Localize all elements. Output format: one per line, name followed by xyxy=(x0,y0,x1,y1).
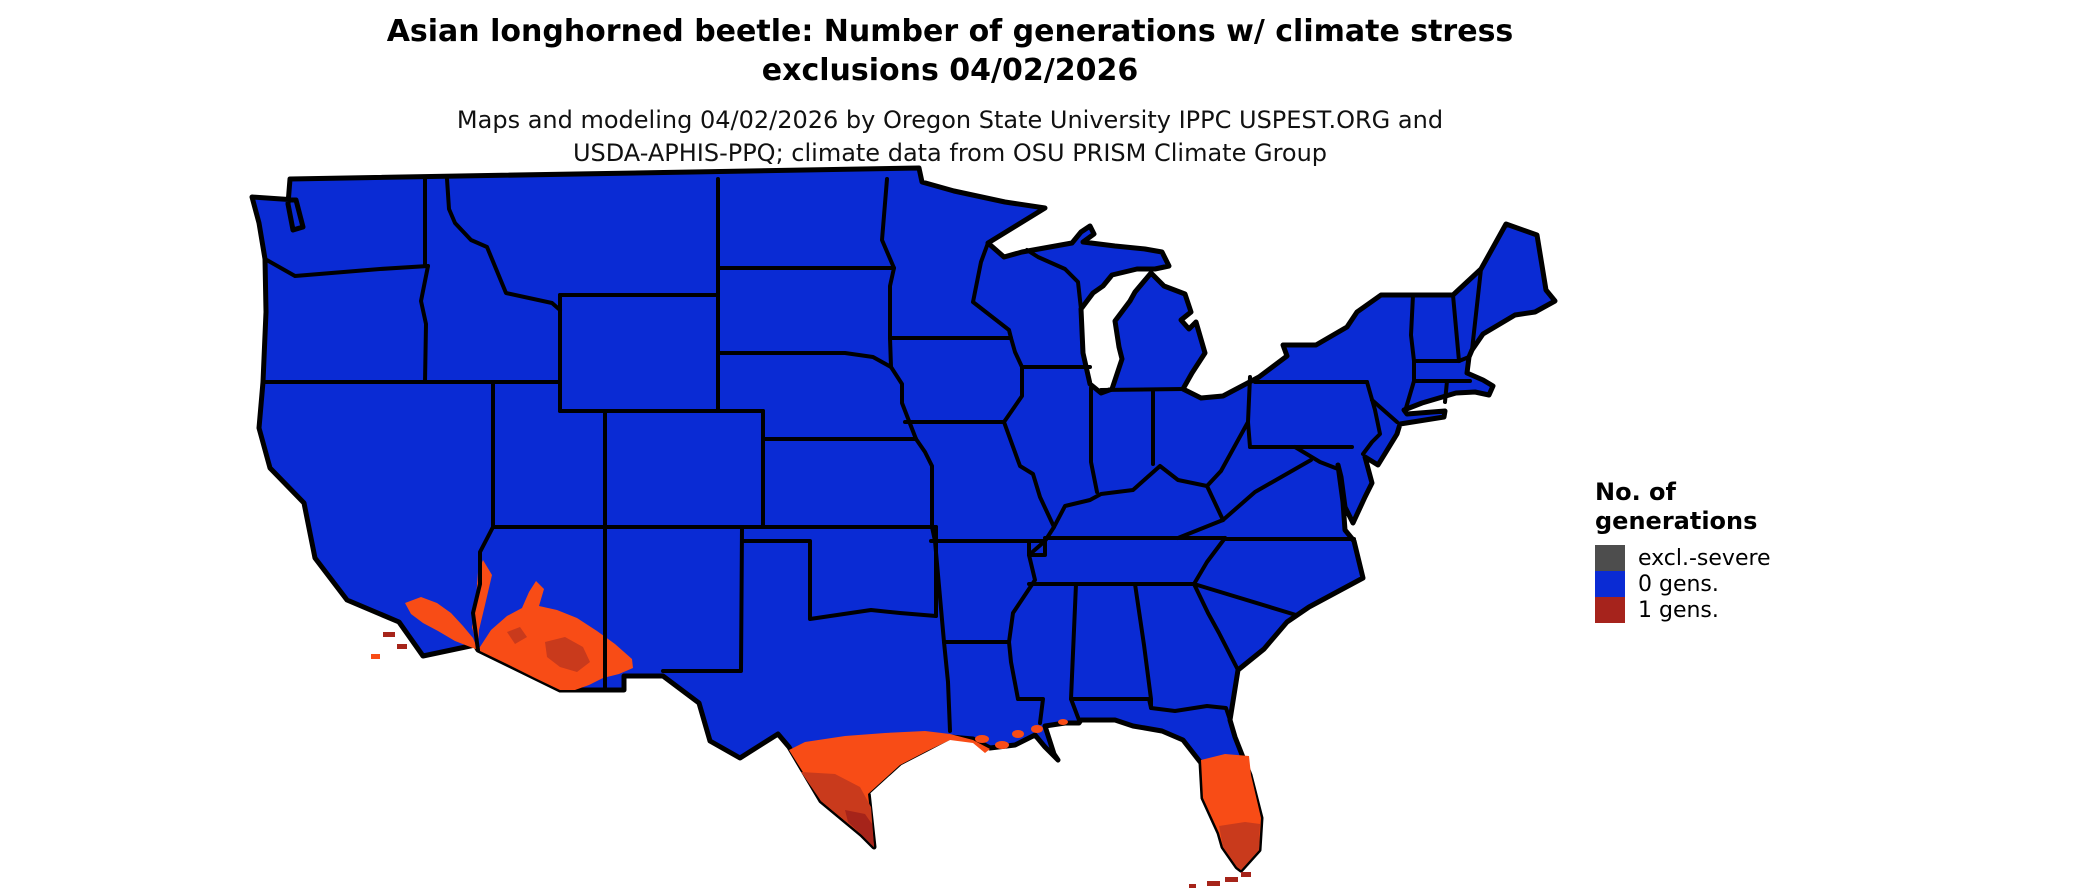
border-missouri-river-ne xyxy=(888,336,918,441)
border-mo-bootheel xyxy=(1027,539,1047,557)
map-legend: No. of generations excl.-severe 0 gens. … xyxy=(1595,478,1895,623)
border-nc-sc xyxy=(1192,582,1298,617)
louisiana-coast-speck-1 xyxy=(975,735,989,743)
border-oh-pa-wv xyxy=(1246,375,1252,449)
us-generations-map xyxy=(245,162,1560,888)
legend-title-line-1: No. of xyxy=(1595,478,1676,506)
florida-keys-speck-2 xyxy=(1225,877,1238,882)
arizona-1gen-dark-patch xyxy=(545,637,590,672)
border-mississippi-river xyxy=(1002,336,1056,701)
florida-1gen-dark-region xyxy=(1219,822,1260,870)
border-ct-ri xyxy=(1443,379,1449,404)
texas-1gen-dark-tip xyxy=(845,810,874,847)
florida-keys-speck-3 xyxy=(1241,872,1251,877)
louisiana-coast-speck-5 xyxy=(1058,719,1068,725)
border-nj-ny xyxy=(1370,398,1399,424)
legend-swatch-excl-severe xyxy=(1595,545,1625,571)
southwest-1gen-region xyxy=(478,581,633,690)
border-red-river-mn xyxy=(880,177,896,340)
us-landmass xyxy=(249,165,1558,873)
socal-coast-1gen-region xyxy=(405,597,478,650)
border-nh-ma xyxy=(1457,355,1471,363)
louisiana-coast-speck-2 xyxy=(995,741,1009,749)
one-generation-regions xyxy=(371,560,1261,888)
border-id-mt xyxy=(445,177,562,312)
border-vt-nh xyxy=(1451,293,1461,363)
colorado-river-1gen-strip xyxy=(472,560,492,650)
border-me-nh xyxy=(1470,267,1483,352)
border-md-potomac xyxy=(1293,445,1340,471)
border-wv-va xyxy=(1221,458,1313,522)
us-map-svg xyxy=(249,165,1558,888)
border-sd-ne xyxy=(716,351,893,369)
legend-item-1-gens: 1 gens. xyxy=(1595,597,1895,623)
border-colorado-river xyxy=(471,525,495,652)
channel-island-speck-3 xyxy=(371,654,380,659)
border-il-in xyxy=(1089,386,1099,494)
page-title: Asian longhorned beetle: Number of gener… xyxy=(0,12,1900,90)
legend-item-excl-severe: excl.-severe xyxy=(1595,545,1895,571)
border-mi-south xyxy=(1099,387,1185,392)
page-subtitle: Maps and modeling 04/02/2026 by Oregon S… xyxy=(0,104,1900,170)
title-line-1: Asian longhorned beetle: Number of gener… xyxy=(386,14,1514,49)
border-la-ms-pearl xyxy=(1016,697,1045,725)
texas-1gen-region xyxy=(789,731,990,847)
border-wi-mi xyxy=(1025,248,1083,311)
socal-1gen-dark-patch xyxy=(507,627,527,644)
map-header: Asian longhorned beetle: Number of gener… xyxy=(0,12,1900,170)
title-line-2: exclusions 04/02/2026 xyxy=(761,53,1139,88)
border-nc-tn xyxy=(1192,536,1227,586)
border-tx-nm xyxy=(661,525,744,673)
border-ny-vt-champlain xyxy=(1409,293,1416,363)
border-ks-mo xyxy=(914,437,934,529)
legend-title: No. of generations xyxy=(1595,478,1895,536)
legend-swatch-1-gens xyxy=(1595,597,1625,623)
channel-island-speck-1 xyxy=(383,632,395,637)
subtitle-line-1: Maps and modeling 04/02/2026 by Oregon S… xyxy=(456,106,1444,134)
border-wa-or xyxy=(263,257,430,278)
legend-label-0-gens: 0 gens. xyxy=(1638,571,1719,597)
louisiana-coast-speck-4 xyxy=(1031,725,1043,733)
border-va-ky xyxy=(1176,518,1225,540)
border-ohio-river xyxy=(1052,420,1250,529)
border-ga-fl xyxy=(1147,697,1232,722)
legend-title-line-2: generations xyxy=(1595,507,1758,535)
border-tx-la xyxy=(942,640,952,733)
legend-items: excl.-severe 0 gens. 1 gens. xyxy=(1595,545,1895,623)
legend-item-0-gens: 0 gens. xyxy=(1595,571,1895,597)
state-borders xyxy=(261,177,1483,733)
florida-keys-speck-1 xyxy=(1207,881,1220,886)
border-ok-panhandle-red-river xyxy=(740,539,938,621)
channel-island-speck-2 xyxy=(397,644,407,649)
border-or-id xyxy=(419,264,430,384)
legend-label-1-gens: 1 gens. xyxy=(1638,597,1719,623)
florida-keys-speck-4 xyxy=(1189,884,1196,888)
border-ga-sc xyxy=(1192,582,1240,672)
legend-label-excl-severe: excl.-severe xyxy=(1638,545,1771,571)
louisiana-coast-speck-3 xyxy=(1012,730,1024,738)
border-mn-wi xyxy=(971,241,1013,340)
border-wv-ky xyxy=(1205,484,1225,522)
subtitle-line-2: USDA-APHIS-PPQ; climate data from OSU PR… xyxy=(572,139,1328,167)
legend-swatch-0-gens xyxy=(1595,571,1625,597)
